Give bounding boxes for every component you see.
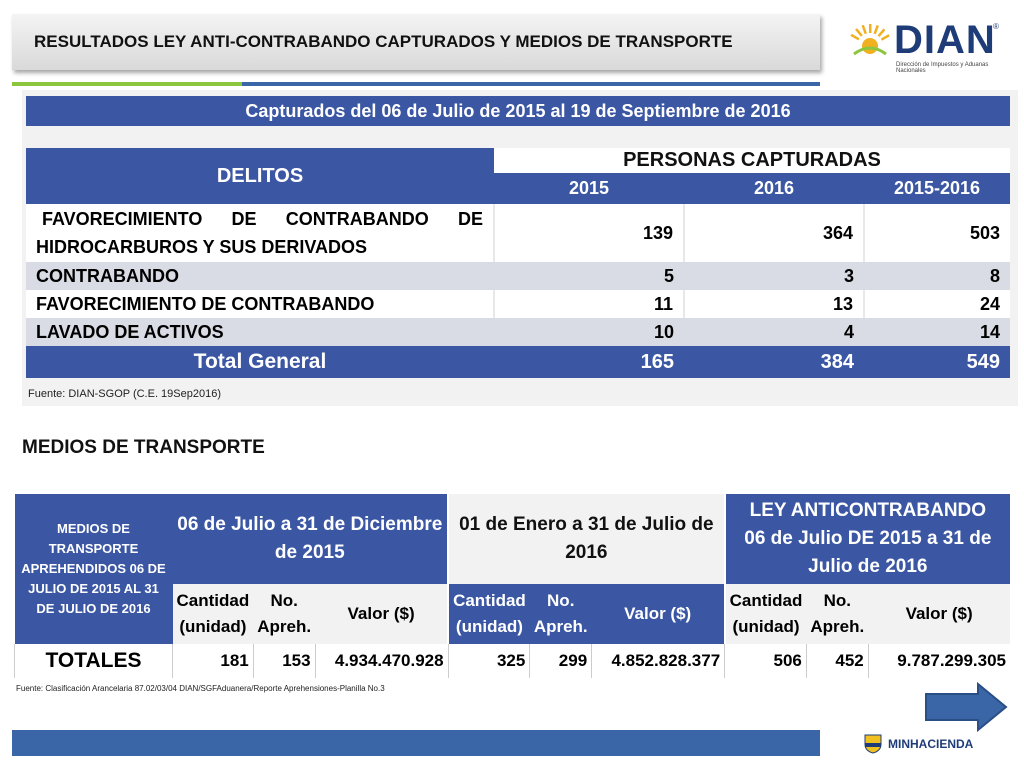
period3-line2: 06 de Julio DE 2015 a 31 de Julio de 201… [744, 528, 992, 577]
period3-header: LEY ANTICONTRABANDO 06 de Julio DE 2015 … [724, 494, 1010, 584]
medios-sub-header-row: Cantidad (unidad) No. Apreh. Valor ($) C… [15, 584, 1010, 644]
totales-cell: 506 [724, 644, 807, 678]
footer-bar [12, 730, 820, 756]
row-label-line1: FAVORECIMIENTO DE CONTRABANDO DE [42, 209, 483, 229]
ministry-name: MINHACIENDA [888, 737, 974, 751]
page-title: RESULTADOS LEY ANTI-CONTRABANDO CAPTURAD… [34, 32, 733, 51]
logo-subtitle: Dirección de Impuestos y Aduanas Naciona… [896, 62, 989, 74]
medios-header-left: MEDIOS DE TRANSPORTE APREHENDIDOS 06 DE … [14, 494, 173, 644]
medios-header-row: MEDIOS DE TRANSPORTE APREHENDIDOS 06 DE … [14, 494, 1010, 644]
cell-2016: 364 [683, 204, 864, 262]
col-personas: PERSONAS CAPTURADAS [494, 148, 1010, 173]
cell-2016: 4 [684, 318, 864, 346]
cell-2015: 5 [494, 262, 684, 290]
cell-2015: 11 [493, 290, 684, 318]
period2-header: 01 de Enero a 31 de Julio de 2016 [448, 494, 726, 584]
minhacienda-logo: MINHACIENDA [864, 732, 1004, 756]
sun-icon [850, 24, 890, 56]
medios-table: MEDIOS DE TRANSPORTE APREHENDIDOS 06 DE … [14, 494, 1010, 678]
totales-cell: 299 [529, 644, 592, 678]
row-label: FAVORECIMIENTO DE CONTRABANDO DE HIDROCA… [26, 204, 494, 262]
p3-cantidad: Cantidad (unidad) [724, 584, 807, 644]
total-2016: 384 [684, 346, 864, 378]
p1-apreh: No. Apreh. [253, 584, 316, 644]
table-row: LAVADO DE ACTIVOS 10 4 14 [26, 318, 1010, 346]
accent-line-blue [242, 82, 820, 86]
p1-valor: Valor ($) [315, 584, 450, 644]
cell-total: 24 [863, 290, 1010, 318]
p3-apreh: No. Apreh. [806, 584, 869, 644]
p2-apreh: No. Apreh. [529, 584, 592, 644]
captured-source: Fuente: DIAN-SGOP (C.E. 19Sep2016) [28, 388, 221, 400]
accent-line-green [12, 82, 242, 86]
shield-icon [864, 734, 882, 754]
row-label-line2: HIDROCARBUROS Y SUS DERIVADOS [36, 237, 368, 257]
table-row: CONTRABANDO 5 3 8 [26, 262, 1010, 290]
table-caption: Capturados del 06 de Julio de 2015 al 19… [26, 96, 1010, 126]
year-2015: 2015 [494, 172, 684, 204]
totales-cell: 181 [172, 644, 254, 678]
title-bar: RESULTADOS LEY ANTI-CONTRABANDO CAPTURAD… [12, 14, 820, 70]
cell-2015: 139 [493, 204, 684, 262]
spacer-cell [26, 126, 1010, 148]
cell-total: 503 [863, 204, 1010, 262]
total-row: Total General 165 384 549 [26, 346, 1010, 378]
totales-cell: 4.852.828.377 [591, 644, 725, 678]
row-label: LAVADO DE ACTIVOS [26, 318, 494, 346]
totales-cell: 452 [805, 644, 869, 678]
medios-section-title: MEDIOS DE TRANSPORTE [22, 437, 265, 458]
cell-2016: 3 [684, 262, 864, 290]
logo-registered: ® [993, 22, 999, 31]
totales-cell: 153 [252, 644, 316, 678]
caption-row: Capturados del 06 de Julio de 2015 al 19… [26, 96, 1010, 126]
row-label: CONTRABANDO [26, 262, 494, 290]
medios-source: Fuente: Clasificación Arancelaria 87.02/… [16, 684, 385, 693]
totales-cell: 4.934.470.928 [314, 644, 449, 678]
year-2016: 2016 [684, 172, 864, 204]
cell-total: 14 [864, 318, 1010, 346]
totales-cell: 325 [447, 644, 530, 678]
next-arrow-icon[interactable] [924, 682, 1008, 732]
cell-2015: 10 [494, 318, 684, 346]
p2-cantidad: Cantidad (unidad) [448, 584, 530, 644]
row-label: FAVORECIMIENTO DE CONTRABANDO [26, 290, 494, 318]
p1-cantidad: Cantidad (unidad) [172, 584, 254, 644]
table-row: FAVORECIMIENTO DE CONTRABANDO DE HIDROCA… [26, 204, 1010, 262]
totales-row: TOTALES 181 153 4.934.470.928 325 299 4.… [14, 644, 1010, 678]
spacer-row [26, 126, 1010, 148]
cell-total: 8 [864, 262, 1010, 290]
period3-line1: LEY ANTICONTRABANDO [749, 500, 987, 521]
period1-header: 06 de Julio a 31 de Diciembre de 2015 [172, 494, 450, 584]
dian-logo: DIAN ® Dirección de Impuestos y Aduanas … [846, 18, 1016, 74]
year-total: 2015-2016 [864, 172, 1010, 204]
total-label: Total General [26, 346, 494, 378]
table-row: FAVORECIMIENTO DE CONTRABANDO 11 13 24 [26, 290, 1010, 318]
col-delitos: DELITOS [26, 148, 494, 204]
header-row: DELITOS PERSONAS CAPTURADAS [26, 148, 1010, 204]
logo-wordmark: DIAN [894, 18, 996, 62]
p3-valor: Valor ($) [868, 584, 1010, 644]
captured-table: Capturados del 06 de Julio de 2015 al 19… [26, 96, 1010, 378]
p2-valor: Valor ($) [591, 584, 726, 644]
cell-2016: 13 [683, 290, 864, 318]
total-all: 549 [864, 346, 1010, 378]
totales-label: TOTALES [14, 644, 173, 678]
total-2015: 165 [494, 346, 684, 378]
years-row: 2015 2016 2015-2016 [26, 172, 1010, 204]
totales-cell: 9.787.299.305 [867, 644, 1010, 678]
